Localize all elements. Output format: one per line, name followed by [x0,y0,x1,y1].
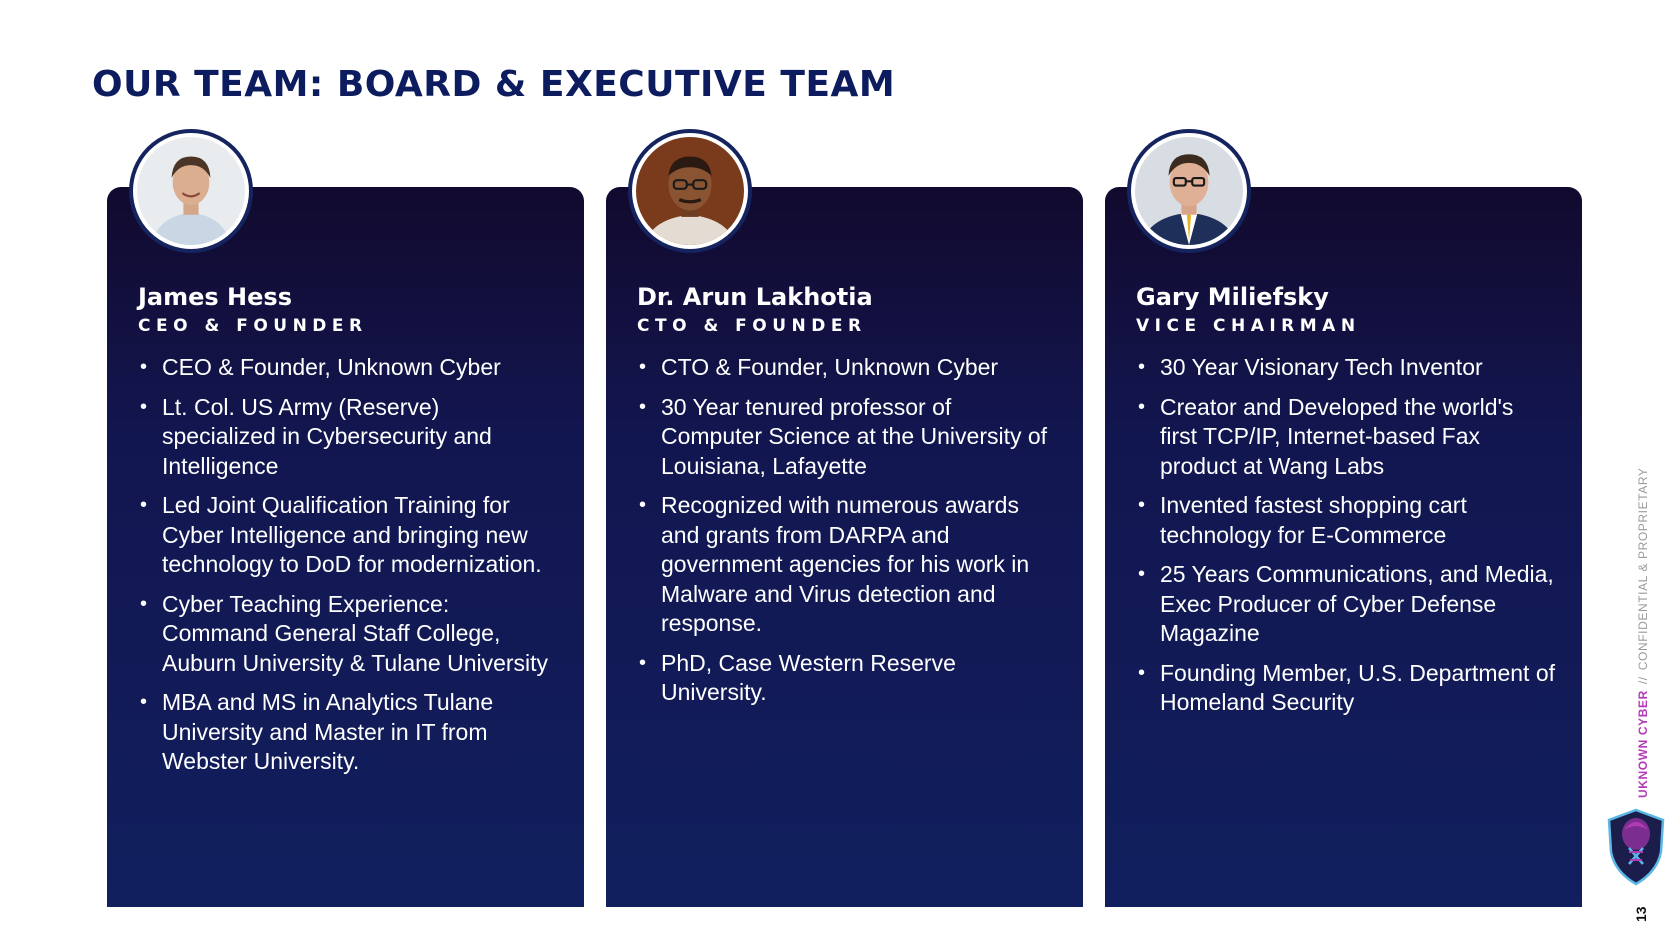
list-item: Founding Member, U.S. Department of Home… [1136,659,1556,718]
page-title: OUR TEAM: BOARD & EXECUTIVE TEAM [92,64,896,105]
team-card-arun-lakhotia: Dr. Arun Lakhotia CTO & FOUNDER CTO & Fo… [606,129,1083,907]
avatar [628,129,752,253]
member-role: CTO & FOUNDER [637,316,867,336]
page-number: 13 [1633,906,1649,922]
team-card-gary-miliefsky: Gary Miliefsky VICE CHAIRMAN 30 Year Vis… [1105,129,1582,907]
team-card-james-hess: James Hess CEO & FOUNDER CEO & Founder, … [107,129,584,907]
confidential-text: CONFIDENTIAL & PROPRIETARY [1636,467,1650,671]
person-portrait-icon [137,137,245,245]
avatar [129,129,253,253]
list-item: CEO & Founder, Unknown Cyber [138,353,558,383]
shield-logo-icon [1607,808,1665,886]
list-item: Lt. Col. US Army (Reserve) specialized i… [138,393,558,482]
member-role: CEO & FOUNDER [138,316,368,336]
member-bio-list: CEO & Founder, Unknown Cyber Lt. Col. US… [138,353,558,787]
list-item: 30 Year Visionary Tech Inventor [1136,353,1556,383]
member-role: VICE CHAIRMAN [1136,316,1361,336]
person-portrait-icon [636,137,744,245]
confidential-side-label: UKNOWN CYBER // CONFIDENTIAL & PROPRIETARY [1636,468,1650,799]
list-item: Recognized with numerous awards and gran… [637,491,1057,639]
member-name: Gary Miliefsky [1136,283,1329,311]
list-item: Cyber Teaching Experience: Command Gener… [138,590,558,679]
list-item: Led Joint Qualification Training for Cyb… [138,491,558,580]
list-item: MBA and MS in Analytics Tulane Universit… [138,688,558,777]
list-item: 25 Years Communications, and Media, Exec… [1136,560,1556,649]
label-separator: // [1636,676,1650,685]
member-bio-list: CTO & Founder, Unknown Cyber 30 Year ten… [637,353,1057,718]
list-item: 30 Year tenured professor of Computer Sc… [637,393,1057,482]
member-name: James Hess [138,283,292,311]
member-bio-list: 30 Year Visionary Tech Inventor Creator … [1136,353,1556,728]
list-item: CTO & Founder, Unknown Cyber [637,353,1057,383]
brand-label: UKNOWN CYBER [1636,690,1650,798]
list-item: PhD, Case Western Reserve University. [637,649,1057,708]
list-item: Invented fastest shopping cart technolog… [1136,491,1556,550]
avatar [1127,129,1251,253]
member-name: Dr. Arun Lakhotia [637,283,873,311]
list-item: Creator and Developed the world's first … [1136,393,1556,482]
person-portrait-icon [1135,137,1243,245]
